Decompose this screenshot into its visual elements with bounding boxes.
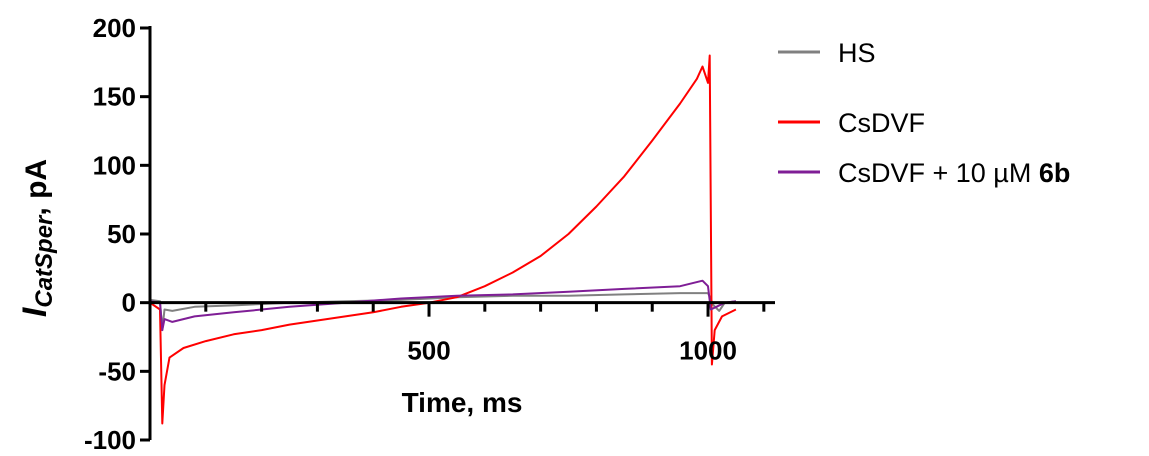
y-axis-label: ICatSper, pA xyxy=(16,159,58,317)
legend-label-1: HS xyxy=(838,38,876,68)
y-tick-label: 50 xyxy=(107,219,136,249)
x-tick-label: 1000 xyxy=(679,336,737,366)
y-tick-label: 100 xyxy=(93,150,136,180)
plot-series xyxy=(149,54,737,425)
legend-label-text: CsDVF xyxy=(838,108,925,138)
axes xyxy=(148,26,775,440)
ticks: -100 -50 0 50 100 150 200 500 1000 xyxy=(84,13,766,455)
y-axis-label-unit: , pA xyxy=(20,159,53,216)
y-axis-label-subscript: CatSper xyxy=(31,214,58,308)
y-tick-label: 200 xyxy=(93,13,136,43)
legend-label-text: HS xyxy=(838,38,876,68)
y-tick-label: -50 xyxy=(98,356,136,386)
y-tick-label: 150 xyxy=(93,82,136,112)
series-line-2 xyxy=(149,54,737,425)
legend-label-2: CsDVF xyxy=(838,108,925,138)
legend-label-bold: 6b xyxy=(1039,158,1071,188)
y-axis-label-main: I xyxy=(16,306,54,317)
x-tick-label: 500 xyxy=(407,336,450,366)
y-tick-label: 0 xyxy=(122,288,136,318)
x-axis-label: Time, ms xyxy=(402,387,523,418)
legend-label-3: CsDVF + 10 µM 6b xyxy=(838,158,1070,188)
y-tick-label: -100 xyxy=(84,425,136,455)
legend: HS CsDVF CsDVF + 10 µM 6b xyxy=(778,38,1070,188)
legend-label-text: CsDVF + 10 µM xyxy=(838,158,1039,188)
